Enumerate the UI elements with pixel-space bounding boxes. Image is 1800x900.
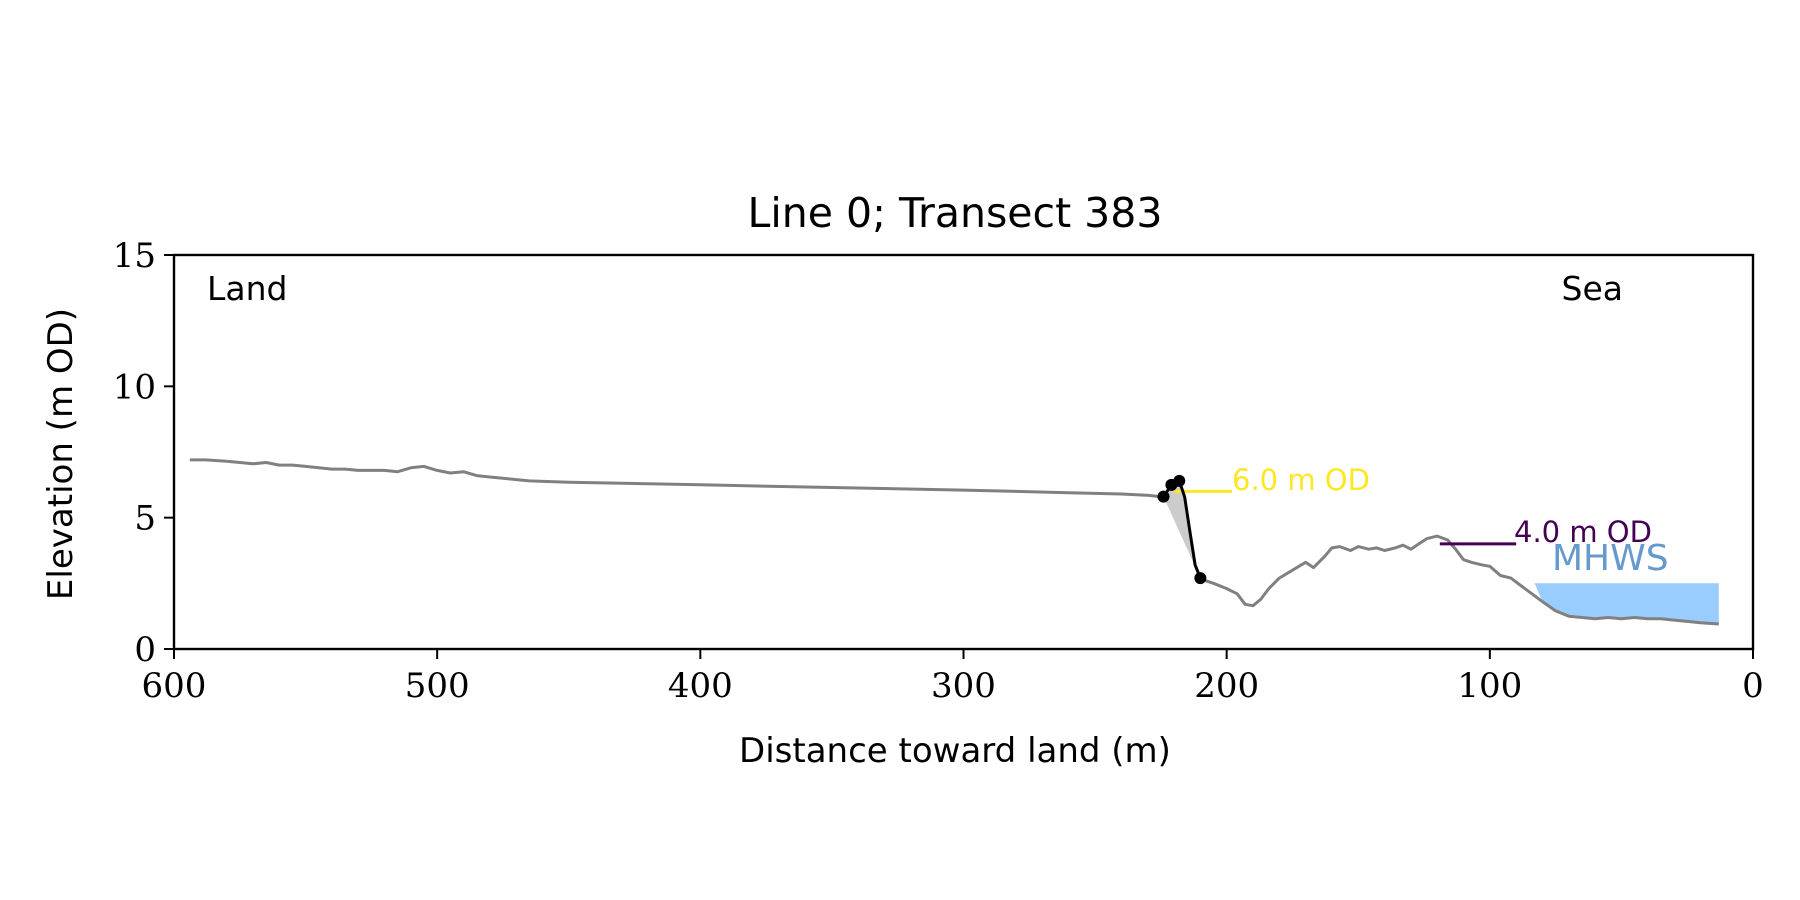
x-tick-label: 500 [405,666,470,706]
profile-line-landward [189,458,1162,499]
x-axis-label: Distance toward land (m) [739,731,1171,771]
y-tick-label: 10 [113,367,156,407]
plot-layer: 600 500 400 300 200 100 0 0 5 10 15 [113,236,1764,706]
chart-title: Line 0; Transect 383 [748,189,1163,237]
y-tick-label: 0 [134,630,156,670]
x-tick-label: 100 [1457,666,1522,706]
x-tick-label: 300 [931,666,996,706]
plot-frame [172,253,1755,651]
mhws-water-fill [1534,583,1719,624]
mhws-label: MHWS [1552,538,1669,579]
y-tick-label: 15 [113,236,156,276]
x-tick-label: 0 [1742,666,1764,706]
cliff-fill [1163,480,1201,579]
x-tick-label: 600 [142,666,207,706]
profile-line-seaward [1197,534,1719,626]
x-tick-label: 400 [668,666,733,706]
contour-label-4m: 4.0 m OD [1514,515,1652,549]
cliff-point-0 [1157,490,1170,503]
cliff-point-2 [1173,474,1186,487]
contour-label-6m: 6.0 m OD [1232,463,1370,497]
land-label: Land [207,269,287,308]
sea-label: Sea [1562,269,1623,308]
y-axis-label: Elevation (m OD) [41,308,81,600]
cliff-point-3 [1194,572,1207,585]
y-tick-label: 5 [134,499,156,539]
x-tick-label: 200 [1194,666,1259,706]
